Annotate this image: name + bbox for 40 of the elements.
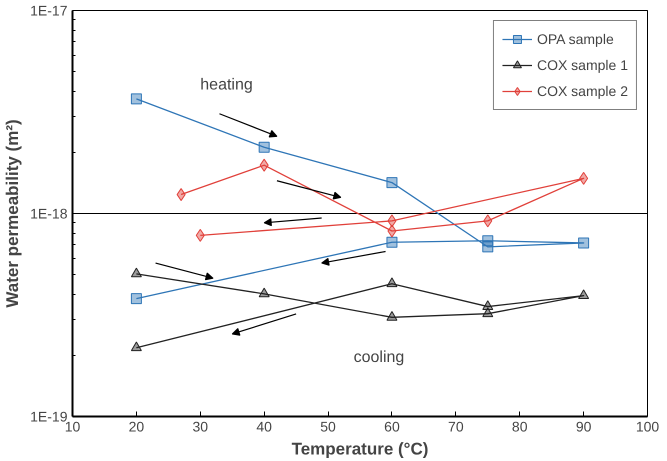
- point: [579, 172, 588, 185]
- y-tick-label: 1E-17: [30, 2, 68, 18]
- x-tick-label: 50: [320, 418, 336, 434]
- x-tick-label: 80: [512, 418, 528, 434]
- point: [260, 158, 269, 172]
- point: [130, 293, 142, 304]
- point: [387, 214, 396, 228]
- point: [386, 277, 398, 288]
- point: [130, 93, 142, 104]
- point: [196, 228, 205, 242]
- legend-label: COX sample 2: [536, 83, 628, 99]
- point: [386, 311, 398, 321]
- x-tick-label: 40: [256, 418, 272, 434]
- point: [578, 289, 590, 299]
- annotation: heating: [200, 76, 253, 94]
- point: [482, 300, 494, 310]
- point: [482, 235, 494, 246]
- point: [386, 177, 398, 188]
- y-tick-label: 1E-18: [30, 206, 68, 222]
- legend-label: COX sample 1: [536, 57, 628, 73]
- point: [258, 142, 270, 153]
- annotation: cooling: [354, 349, 404, 366]
- x-tick-label: 100: [636, 418, 660, 434]
- y-axis-title: Water permeability (m²): [3, 119, 22, 308]
- x-tick-label: 60: [384, 418, 400, 434]
- point: [387, 224, 396, 238]
- x-tick-label: 30: [192, 418, 208, 434]
- point: [130, 268, 142, 278]
- point: [386, 236, 398, 248]
- x-tick-label: 20: [128, 418, 144, 434]
- point: [176, 188, 186, 202]
- x-axis-title: Temperature (°C): [292, 440, 428, 458]
- point: [258, 288, 270, 298]
- point: [482, 307, 494, 318]
- point: [483, 214, 492, 228]
- legend-label: OPA sample: [536, 31, 614, 47]
- x-tick-label: 70: [448, 418, 464, 434]
- point: [130, 342, 142, 352]
- x-tick-label: 90: [576, 418, 592, 434]
- point: [578, 237, 590, 248]
